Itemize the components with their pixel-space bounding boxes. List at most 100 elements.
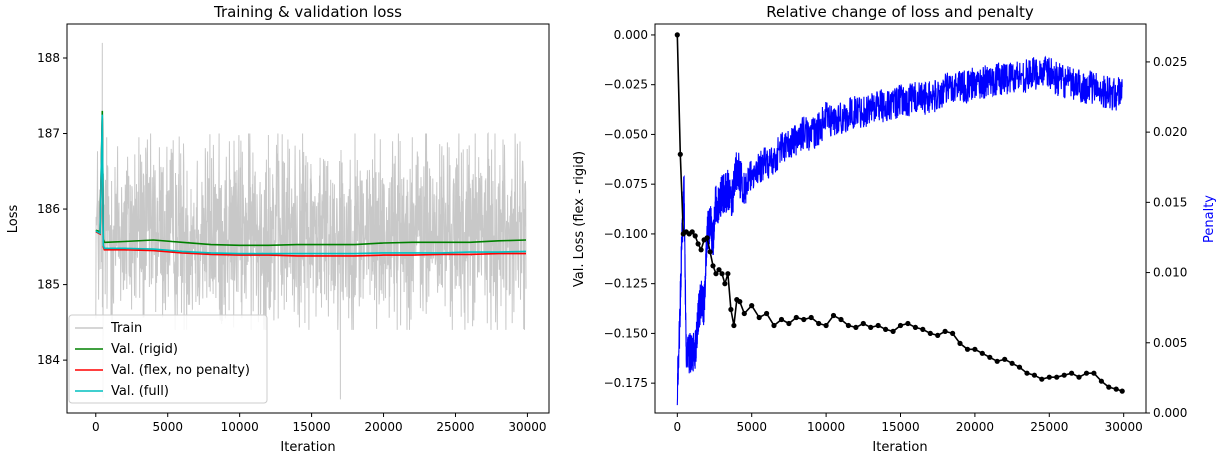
loss-point (875, 322, 881, 329)
loss-point (1119, 388, 1125, 394)
left-x-tick-label: 5000 (152, 420, 183, 434)
loss-point (964, 346, 971, 352)
loss-point (1083, 370, 1090, 376)
loss-point (860, 320, 866, 327)
legend-label-full: Val. (full) (111, 384, 169, 399)
right-x-tick-label: 10000 (807, 420, 845, 434)
loss-point (704, 235, 710, 241)
loss-point (689, 229, 695, 235)
left-y-tick-label: 184 (37, 353, 60, 367)
left-y-tick-label: 186 (37, 202, 60, 216)
loss-point (830, 312, 837, 319)
right-y2-tick-label: 0.015 (1153, 195, 1187, 209)
loss-point (674, 32, 680, 38)
left-chart-title: Training & validation loss (213, 3, 402, 21)
left-x-tick-label: 10000 (221, 420, 259, 434)
right-x-tick-label: 20000 (956, 420, 994, 434)
left-chart-ylabel: Loss (6, 205, 21, 234)
left-x-tick-label: 20000 (364, 420, 402, 434)
loss-point (920, 326, 926, 332)
loss-point (778, 316, 785, 323)
legend-label-train: Train (110, 321, 142, 336)
loss-point (979, 350, 985, 356)
right-y-tick-label: −0.050 (604, 127, 648, 141)
right-y-tick-label: −0.175 (604, 376, 648, 390)
loss-point (1098, 378, 1104, 384)
loss-point (722, 281, 728, 287)
right-x-tick-label: 25000 (1030, 420, 1068, 434)
right-x-tick-label: 15000 (881, 420, 919, 434)
loss-point (1039, 376, 1045, 382)
loss-point (1046, 374, 1052, 380)
loss-point (1076, 374, 1082, 380)
left-x-tick-label: 25000 (436, 420, 474, 434)
loss-point (728, 306, 734, 313)
right-y2-tick-label: 0.020 (1153, 125, 1187, 139)
loss-point (1016, 364, 1023, 370)
left-x-tick-label: 0 (92, 420, 100, 434)
right-y-tick-label: −0.125 (604, 277, 648, 291)
loss-point (793, 314, 799, 321)
loss-point (698, 247, 704, 253)
legend-label-rigid: Val. (rigid) (111, 342, 178, 357)
loss-point (1061, 372, 1067, 378)
loss-point (719, 271, 725, 277)
loss-point (786, 320, 792, 327)
loss-point (1106, 384, 1112, 390)
legend-label-flex: Val. (flex, no penalty) (111, 363, 250, 378)
loss-point (905, 320, 911, 327)
series-line-full (95, 114, 527, 255)
loss-point (1031, 372, 1037, 378)
series-line-train (95, 42, 527, 400)
right-y-tick-label: −0.025 (604, 78, 648, 92)
right-y-tick-label: 0.000 (614, 28, 648, 42)
left-legend-box (68, 314, 268, 404)
loss-point (823, 322, 829, 329)
loss-point (890, 328, 896, 334)
loss-point (942, 328, 948, 334)
right-y2-tick-label: 0.025 (1153, 55, 1187, 69)
loss-point (1009, 360, 1015, 366)
loss-point (950, 330, 956, 336)
right-x-tick-label: 5000 (736, 420, 767, 434)
left-y-tick-label: 185 (37, 278, 60, 292)
right-chart-title: Relative change of loss and penalty (766, 3, 1034, 21)
loss-point (868, 324, 874, 330)
right-y2-tick-label: 0.005 (1153, 336, 1187, 350)
right-y-tick-label: −0.100 (604, 227, 648, 241)
right-plot-area (674, 32, 1125, 406)
loss-point (677, 151, 683, 157)
loss-point (713, 271, 719, 277)
loss-point (883, 326, 889, 332)
loss-point (741, 310, 747, 317)
right-chart: Relative change of loss and penalty Iter… (572, 3, 1217, 455)
left-chart: Training & validation loss Iteration Los… (6, 3, 550, 455)
loss-point (987, 354, 993, 360)
left-legend: Train Val. (rigid) Val. (flex, no penalty)… (68, 314, 268, 404)
loss-point (927, 330, 933, 336)
left-chart-xlabel: Iteration (280, 440, 335, 455)
loss-point (808, 314, 814, 321)
loss-point (716, 267, 722, 273)
left-y-tick-label: 188 (37, 51, 60, 65)
loss-point (816, 320, 822, 327)
right-y-tick-label: −0.150 (604, 326, 648, 340)
loss-point (845, 322, 852, 329)
loss-point (1002, 356, 1008, 362)
loss-point (737, 299, 743, 305)
left-x-tick-label: 30000 (508, 420, 546, 434)
loss-point (695, 241, 701, 247)
series-line-penalty (676, 55, 1123, 406)
right-chart-y2label: Penalty (1202, 195, 1217, 243)
loss-point (994, 358, 1000, 364)
left-plot-area (95, 42, 527, 400)
loss-point (731, 322, 737, 329)
left-plot-frame (66, 23, 550, 414)
loss-point (725, 271, 731, 277)
loss-point (957, 340, 963, 346)
left-y-tick-label: 187 (37, 127, 60, 141)
loss-point (1113, 386, 1119, 392)
loss-point (935, 332, 941, 338)
right-chart-ylabel: Val. Loss (flex - rigid) (572, 151, 587, 287)
